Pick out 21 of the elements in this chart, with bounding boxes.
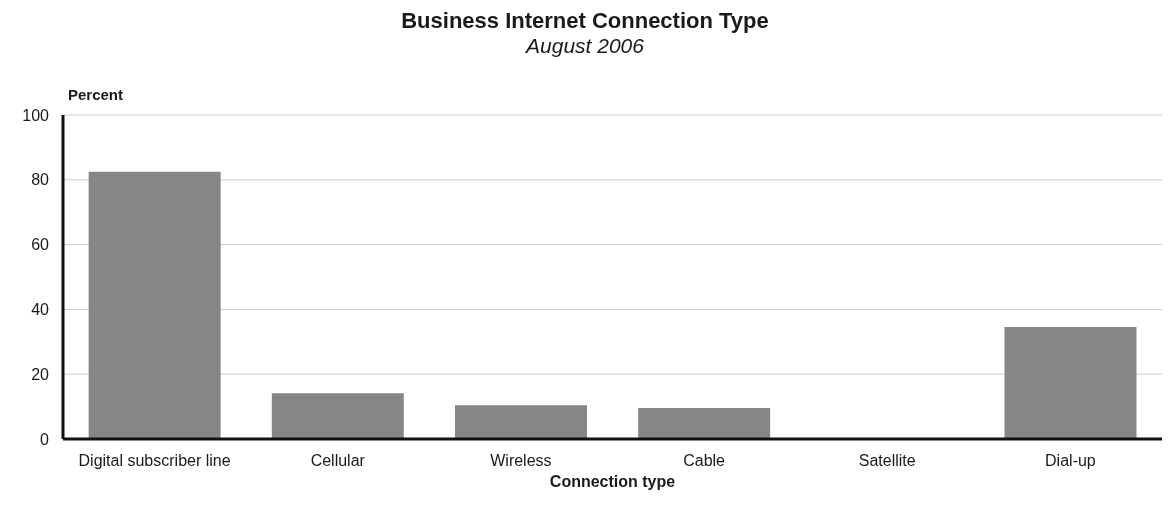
x-tick-label: Dial-up xyxy=(1045,452,1096,470)
bar xyxy=(88,171,221,439)
x-axis-title: Connection type xyxy=(548,473,677,491)
chart-title: Business Internet Connection Type xyxy=(400,8,770,34)
bar xyxy=(638,407,771,439)
y-axis-title: Percent xyxy=(68,86,124,103)
bar xyxy=(271,393,404,439)
x-tick-label: Wireless xyxy=(490,452,552,470)
x-tick-label: Digital subscriber line xyxy=(78,452,231,470)
y-tick-label: 60 xyxy=(31,236,50,254)
y-tick-label: 20 xyxy=(31,365,50,383)
y-tick-label: 0 xyxy=(40,430,50,448)
x-tick-label: Cellular xyxy=(310,452,366,470)
chart-subtitle: August 2006 xyxy=(524,34,645,58)
x-tick-label: Satellite xyxy=(858,452,916,470)
bar xyxy=(1004,326,1137,439)
y-tick-label: 40 xyxy=(31,301,50,319)
bar xyxy=(454,405,587,439)
y-tick-label: 80 xyxy=(31,171,50,189)
y-tick-label: 100 xyxy=(22,106,50,124)
x-tick-label: Cable xyxy=(683,452,726,470)
